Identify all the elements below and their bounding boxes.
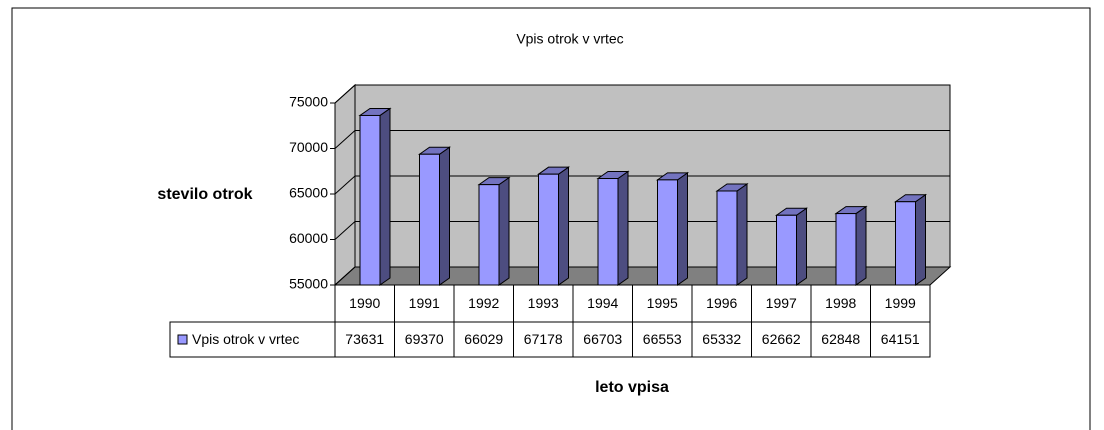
y-tick-label: 65000 [289, 185, 328, 201]
x-tick-label: 1998 [825, 295, 856, 311]
table-border [169, 321, 931, 358]
x-tick-label: 1993 [528, 295, 559, 311]
bar-side [677, 171, 688, 286]
grid-line [334, 221, 356, 240]
grid-line [334, 84, 356, 104]
table-value: 66553 [643, 331, 682, 347]
bar [716, 190, 738, 286]
y-tick-label: 55000 [289, 276, 328, 292]
table-value: 62662 [762, 331, 801, 347]
bar [538, 173, 559, 286]
y-axis-label: stevilo otrok [157, 186, 252, 203]
bar-side [498, 176, 510, 286]
legend-swatch [177, 334, 188, 345]
grid-line [334, 266, 356, 286]
table-value: 65332 [702, 331, 741, 347]
bar [478, 184, 500, 286]
bar-side [558, 166, 569, 286]
table-value: 66029 [464, 331, 503, 347]
bar [776, 214, 797, 286]
bar-side [379, 107, 391, 286]
y-tick-label: 60000 [289, 230, 328, 246]
bar-side [736, 183, 748, 286]
y-tick-label: 75000 [289, 94, 328, 110]
x-tick-label: 1990 [349, 295, 380, 311]
x-tick-label: 1992 [468, 295, 499, 311]
bar [835, 213, 857, 286]
bar [657, 179, 678, 286]
table-value: 69370 [405, 331, 444, 347]
bar-side [855, 205, 867, 286]
x-axis-label: leto vpisa [595, 379, 669, 396]
bar-side [915, 193, 926, 286]
table-value: 73631 [345, 331, 384, 347]
bar [895, 201, 916, 286]
x-tick-label: 1995 [647, 295, 678, 311]
table-value: 66703 [583, 331, 622, 347]
grid-line [334, 175, 356, 195]
bar-side [439, 146, 450, 286]
table-value: 64151 [881, 331, 920, 347]
x-tick-label: 1999 [885, 295, 916, 311]
x-tick-label: 1997 [766, 295, 797, 311]
y-tick-label: 70000 [289, 139, 328, 155]
bar-side [617, 170, 629, 286]
legend-label: Vpis otrok v vrtec [192, 331, 299, 347]
bar [419, 153, 440, 286]
x-tick-label: 1996 [706, 295, 737, 311]
bar [359, 114, 381, 286]
grid-line [334, 130, 356, 149]
chart-title: Vpis otrok v vrtec [516, 31, 623, 47]
bar-side [796, 207, 807, 286]
table-value: 62848 [821, 331, 860, 347]
x-tick-label: 1991 [409, 295, 440, 311]
x-tick-label: 1994 [587, 295, 618, 311]
table-value: 67178 [524, 331, 563, 347]
bar [597, 178, 619, 286]
